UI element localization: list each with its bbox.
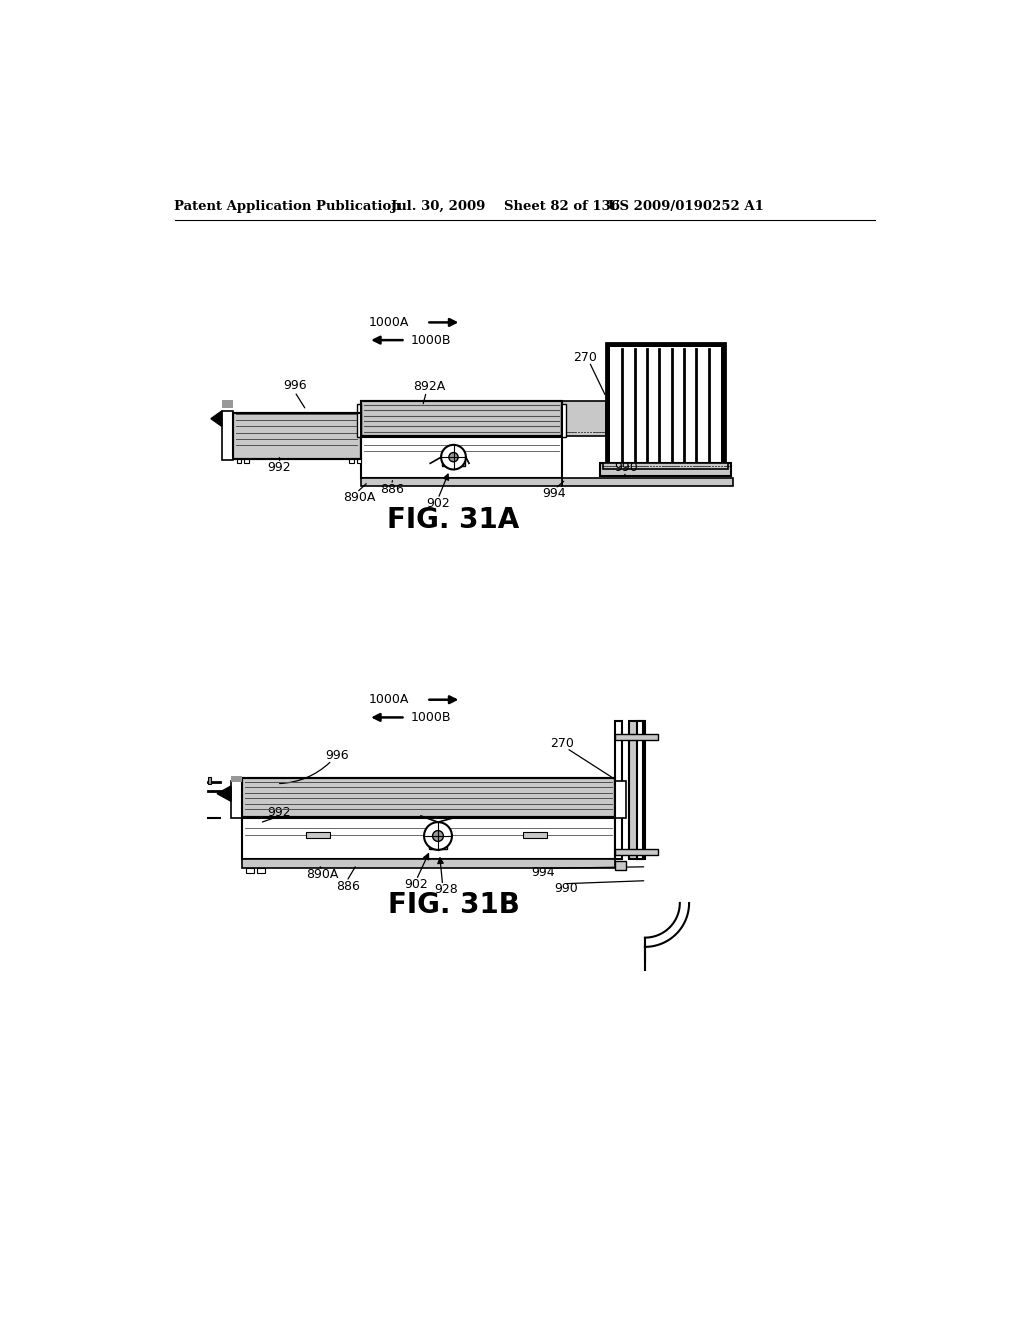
- Text: 892A: 892A: [414, 380, 445, 393]
- Text: 994: 994: [531, 866, 555, 879]
- Bar: [360, 401, 562, 436]
- Text: 994: 994: [542, 487, 565, 500]
- Bar: [637, 721, 643, 859]
- Bar: [606, 343, 610, 462]
- Text: 928: 928: [434, 883, 458, 896]
- Bar: [561, 404, 566, 437]
- Bar: [356, 459, 361, 463]
- Bar: [360, 437, 562, 478]
- Circle shape: [449, 453, 458, 462]
- Bar: [442, 459, 465, 466]
- Bar: [606, 343, 725, 462]
- Bar: [222, 400, 232, 408]
- Text: 902: 902: [404, 878, 428, 891]
- Text: 996: 996: [283, 379, 306, 392]
- Text: Jul. 30, 2009: Jul. 30, 2009: [391, 199, 485, 213]
- Text: 996: 996: [326, 748, 349, 762]
- Bar: [360, 478, 562, 486]
- Bar: [208, 777, 211, 784]
- Bar: [360, 401, 562, 436]
- Text: 1000A: 1000A: [369, 315, 409, 329]
- Bar: [562, 478, 732, 486]
- Bar: [237, 459, 241, 463]
- Text: 990: 990: [554, 882, 578, 895]
- Text: FIG. 31B: FIG. 31B: [387, 891, 519, 919]
- Text: 1000A: 1000A: [369, 693, 409, 706]
- Text: 890A: 890A: [306, 869, 339, 880]
- Text: 1000B: 1000B: [411, 711, 452, 723]
- Bar: [242, 779, 615, 817]
- Bar: [232, 412, 360, 459]
- Bar: [232, 412, 360, 459]
- Text: 992: 992: [267, 462, 291, 474]
- Bar: [615, 734, 658, 739]
- Text: 990: 990: [614, 462, 638, 474]
- Bar: [306, 832, 330, 838]
- Bar: [562, 401, 606, 436]
- Bar: [360, 411, 369, 461]
- Circle shape: [424, 822, 452, 850]
- Bar: [606, 343, 725, 347]
- Polygon shape: [217, 785, 231, 801]
- Bar: [257, 869, 265, 873]
- Text: 270: 270: [573, 351, 597, 363]
- Circle shape: [432, 830, 443, 841]
- Bar: [246, 869, 254, 873]
- Bar: [356, 404, 361, 437]
- Bar: [231, 781, 242, 818]
- Bar: [615, 861, 627, 870]
- Bar: [523, 832, 547, 838]
- Text: 902: 902: [426, 496, 451, 510]
- Text: 886: 886: [336, 879, 359, 892]
- Bar: [600, 462, 731, 477]
- Polygon shape: [211, 411, 222, 426]
- Bar: [349, 459, 353, 463]
- Bar: [721, 343, 725, 462]
- Bar: [615, 721, 622, 859]
- Bar: [242, 859, 615, 869]
- Text: Patent Application Publication: Patent Application Publication: [174, 199, 401, 213]
- Text: 992: 992: [267, 807, 291, 820]
- Text: FIG. 31A: FIG. 31A: [387, 507, 519, 535]
- Bar: [603, 462, 728, 469]
- Bar: [630, 721, 645, 859]
- Text: 1000B: 1000B: [411, 334, 452, 347]
- Text: 886: 886: [380, 483, 403, 496]
- Bar: [615, 849, 658, 855]
- Bar: [429, 843, 447, 849]
- Bar: [231, 776, 242, 781]
- Bar: [222, 411, 232, 461]
- Text: 270: 270: [550, 737, 574, 750]
- Bar: [242, 779, 615, 817]
- Text: 890A: 890A: [343, 491, 376, 504]
- Circle shape: [441, 445, 466, 470]
- Bar: [242, 818, 615, 859]
- Text: Sheet 82 of 136: Sheet 82 of 136: [504, 199, 620, 213]
- Bar: [615, 781, 627, 818]
- Text: US 2009/0190252 A1: US 2009/0190252 A1: [608, 199, 764, 213]
- Bar: [245, 459, 249, 463]
